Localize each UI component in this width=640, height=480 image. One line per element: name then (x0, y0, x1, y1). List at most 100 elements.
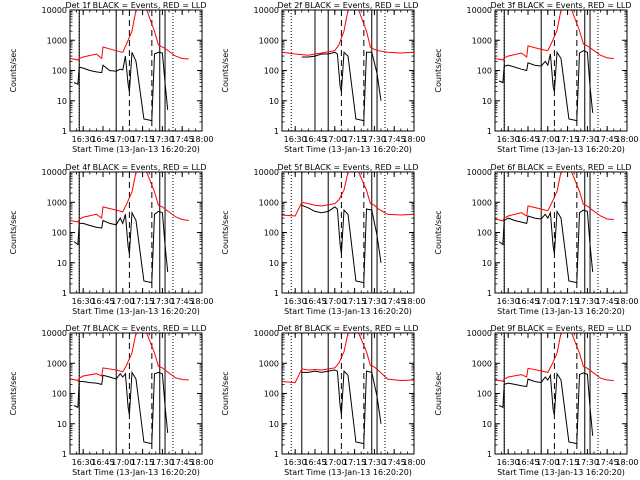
x-tick-label: 17:15 (343, 297, 366, 306)
y-tick-label: 100 (264, 67, 279, 76)
y-tick-label: 10 (269, 97, 279, 106)
x-tick-label: 18:00 (190, 458, 213, 467)
x-tick-label: 17:30 (576, 458, 599, 467)
x-tick-label: 17:45 (383, 458, 406, 467)
lld-series-line (281, 9, 415, 56)
events-series-line (73, 370, 169, 445)
x-tick-label: 17:00 (536, 297, 559, 306)
panel-5: Det 5f BLACK = Events, RED = LLD Counts/s… (221, 163, 426, 316)
x-axis-label: Start Time (13-Jan-13 16:20:20) (72, 468, 200, 477)
x-tick-label: 18:00 (615, 297, 638, 306)
panel-2: Det 2f BLACK = Events, RED = LLD Counts/s… (221, 1, 426, 154)
lld-series-line (494, 171, 614, 222)
y-tick-label: 100 (52, 67, 67, 76)
y-tick-label: 1 (274, 127, 279, 136)
lld-series-line (69, 9, 189, 61)
panel-1: Det 1f BLACK = Events, RED = LLD Counts/s… (9, 1, 214, 154)
y-tick-label: 10000 (467, 168, 492, 177)
y-tick-label: 1000 (47, 359, 67, 368)
x-tick-label: 17:15 (556, 458, 579, 467)
x-tick-label: 16:45 (91, 135, 114, 144)
y-tick-label: 1 (62, 289, 67, 298)
y-tick-label: 100 (52, 229, 67, 238)
x-tick-label: 17:00 (111, 135, 134, 144)
panel-title: Det 9f BLACK = Events, RED = LLD (490, 324, 631, 333)
y-tick-label: 1 (274, 289, 279, 298)
y-axis-label: Counts/sec (9, 210, 18, 254)
y-tick-label: 10 (482, 420, 492, 429)
x-tick-label: 17:30 (151, 297, 174, 306)
x-tick-label: 17:45 (171, 458, 194, 467)
y-tick-label: 10 (269, 420, 279, 429)
y-axis-label: Counts/sec (221, 210, 230, 254)
x-tick-label: 18:00 (190, 297, 213, 306)
x-tick-label: 16:30 (284, 297, 307, 306)
x-tick-label: 16:45 (91, 297, 114, 306)
x-axis-label: Start Time (13-Jan-13 16:20:20) (497, 468, 625, 477)
y-tick-label: 10000 (254, 329, 279, 338)
x-tick-label: 18:00 (402, 135, 425, 144)
x-tick-label: 18:00 (615, 135, 638, 144)
x-tick-label: 17:00 (536, 458, 559, 467)
y-tick-label: 1000 (259, 198, 279, 207)
y-axis-label: Counts/sec (9, 48, 18, 92)
panel-3: Det 3f BLACK = Events, RED = LLD Counts/s… (434, 1, 639, 154)
x-tick-label: 18:00 (190, 135, 213, 144)
y-tick-label: 1000 (47, 36, 67, 45)
panel-8: Det 8f BLACK = Events, RED = LLD Counts/s… (221, 324, 426, 477)
y-tick-label: 10 (482, 259, 492, 268)
y-tick-label: 1000 (472, 36, 492, 45)
panel-title: Det 8f BLACK = Events, RED = LLD (277, 324, 418, 333)
y-tick-label: 1 (62, 127, 67, 136)
x-tick-label: 16:30 (497, 458, 520, 467)
y-tick-label: 1 (62, 450, 67, 459)
plot-frame (281, 332, 415, 455)
x-tick-label: 17:30 (151, 135, 174, 144)
lld-series-line (494, 332, 614, 383)
x-axis-label: Start Time (13-Jan-13 16:20:20) (284, 307, 412, 316)
lld-series-line (281, 332, 415, 384)
x-tick-label: 17:45 (383, 135, 406, 144)
y-tick-label: 10 (57, 259, 67, 268)
x-tick-label: 16:45 (303, 135, 326, 144)
x-tick-label: 17:45 (596, 135, 619, 144)
lld-series-line (69, 332, 189, 382)
x-tick-label: 17:30 (576, 135, 599, 144)
x-tick-label: 17:00 (323, 458, 346, 467)
x-axis-label: Start Time (13-Jan-13 16:20:20) (72, 145, 200, 154)
panel-title: Det 6f BLACK = Events, RED = LLD (490, 163, 631, 172)
y-tick-label: 10000 (467, 329, 492, 338)
panel-title: Det 7f BLACK = Events, RED = LLD (65, 324, 206, 333)
y-tick-label: 10000 (42, 329, 67, 338)
lld-series-line (281, 171, 415, 217)
x-tick-label: 16:45 (516, 135, 539, 144)
x-tick-label: 16:45 (303, 458, 326, 467)
x-tick-label: 17:45 (171, 135, 194, 144)
y-tick-label: 100 (52, 390, 67, 399)
x-tick-label: 16:30 (284, 135, 307, 144)
x-tick-label: 17:15 (343, 458, 366, 467)
lld-series-line (494, 9, 614, 61)
x-tick-label: 17:00 (536, 135, 559, 144)
y-tick-label: 10 (57, 420, 67, 429)
y-tick-label: 100 (477, 390, 492, 399)
y-tick-label: 100 (264, 390, 279, 399)
events-series-line (301, 369, 382, 445)
x-tick-label: 17:00 (323, 135, 346, 144)
x-axis-label: Start Time (13-Jan-13 16:20:20) (284, 468, 412, 477)
x-tick-label: 17:45 (596, 458, 619, 467)
panel-title: Det 1f BLACK = Events, RED = LLD (65, 1, 206, 10)
events-series-line (498, 372, 594, 445)
y-axis-label: Counts/sec (221, 48, 230, 92)
y-tick-label: 1 (274, 450, 279, 459)
y-tick-label: 10000 (254, 168, 279, 177)
x-tick-label: 16:30 (72, 458, 95, 467)
y-tick-label: 100 (264, 229, 279, 238)
x-tick-label: 17:45 (171, 297, 194, 306)
x-tick-label: 17:15 (131, 135, 154, 144)
y-tick-label: 10000 (467, 6, 492, 15)
x-tick-label: 17:30 (151, 458, 174, 467)
x-tick-label: 18:00 (402, 458, 425, 467)
x-tick-label: 18:00 (615, 458, 638, 467)
